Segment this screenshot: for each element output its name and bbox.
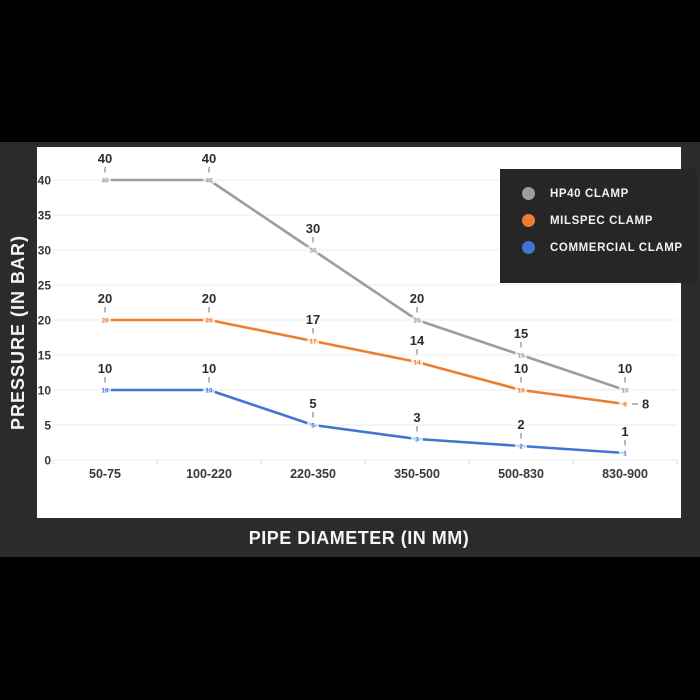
point-marker bbox=[99, 386, 111, 394]
point-marker bbox=[203, 386, 215, 394]
point-value-small: 20 bbox=[413, 317, 421, 324]
point-value-small: 40 bbox=[205, 177, 213, 184]
x-tick-label: 100-220 bbox=[186, 467, 232, 481]
point-marker bbox=[99, 316, 111, 324]
data-label: 20 bbox=[410, 291, 424, 306]
point-value-small: 10 bbox=[621, 387, 629, 394]
x-tick-label: 500-830 bbox=[498, 467, 544, 481]
y-tick-label: 40 bbox=[38, 174, 52, 188]
data-label: 40 bbox=[202, 151, 216, 166]
point-marker bbox=[515, 442, 527, 450]
data-label: 17 bbox=[306, 312, 320, 327]
point-value-small: 10 bbox=[517, 387, 525, 394]
data-label: 20 bbox=[98, 291, 112, 306]
y-tick-label: 20 bbox=[38, 314, 52, 328]
y-tick-label: 25 bbox=[38, 279, 52, 293]
legend-item-hp40: HP40 CLAMP bbox=[522, 180, 697, 207]
point-value-small: 2 bbox=[519, 443, 523, 450]
point-marker bbox=[203, 316, 215, 324]
data-label: 10 bbox=[514, 361, 528, 376]
commercial-series-dot-icon bbox=[522, 241, 535, 254]
data-label: 20 bbox=[202, 291, 216, 306]
legend-item-milspec: MILSPEC CLAMP bbox=[522, 207, 697, 234]
point-marker bbox=[411, 316, 423, 324]
y-tick-label: 35 bbox=[38, 209, 52, 223]
point-value-small: 3 bbox=[415, 436, 419, 443]
legend-label: HP40 CLAMP bbox=[550, 187, 629, 200]
point-value-small: 10 bbox=[101, 387, 109, 394]
data-label: 40 bbox=[98, 151, 112, 166]
point-value-small: 20 bbox=[101, 317, 109, 324]
data-label: 14 bbox=[410, 333, 425, 348]
point-marker bbox=[307, 421, 319, 429]
point-marker bbox=[515, 386, 527, 394]
point-marker bbox=[203, 176, 215, 184]
point-value-small: 20 bbox=[205, 317, 213, 324]
point-value-small: 14 bbox=[413, 359, 421, 366]
x-tick-label: 50-75 bbox=[89, 467, 121, 481]
series-line bbox=[103, 178, 627, 392]
point-marker bbox=[619, 400, 631, 408]
point-value-small: 17 bbox=[309, 338, 317, 345]
y-tick-label: 0 bbox=[44, 454, 51, 468]
data-label: 10 bbox=[618, 361, 632, 376]
series-line bbox=[103, 388, 627, 455]
series-line bbox=[103, 318, 627, 406]
x-tick-label: 220-350 bbox=[290, 467, 336, 481]
data-label: 3 bbox=[413, 410, 420, 425]
y-tick-label: 30 bbox=[38, 244, 52, 258]
data-label: 5 bbox=[309, 396, 316, 411]
y-tick-label: 10 bbox=[38, 384, 52, 398]
legend-label: COMMERCIAL CLAMP bbox=[550, 241, 683, 254]
point-marker bbox=[515, 351, 527, 359]
x-tick-label: 830-900 bbox=[602, 467, 648, 481]
point-marker bbox=[619, 386, 631, 394]
legend: HP40 CLAMP MILSPEC CLAMP COMMERCIAL CLAM… bbox=[500, 169, 697, 283]
point-marker bbox=[307, 246, 319, 254]
point-marker bbox=[99, 176, 111, 184]
data-label: 1 bbox=[621, 424, 628, 439]
x-tick-label: 350-500 bbox=[394, 467, 440, 481]
point-marker bbox=[411, 435, 423, 443]
legend-label: MILSPEC CLAMP bbox=[550, 214, 653, 227]
point-value-small: 40 bbox=[101, 177, 109, 184]
hp40-series-dot-icon bbox=[522, 187, 535, 200]
data-label: 15 bbox=[514, 326, 528, 341]
point-marker bbox=[307, 337, 319, 345]
point-value-small: 1 bbox=[623, 450, 627, 457]
milspec-series-dot-icon bbox=[522, 214, 535, 227]
data-label: 10 bbox=[202, 361, 216, 376]
data-label: 10 bbox=[98, 361, 112, 376]
point-value-small: 8 bbox=[623, 401, 627, 408]
y-axis-title: PRESSURE (IN BAR) bbox=[8, 235, 28, 431]
point-value-small: 30 bbox=[309, 247, 317, 254]
point-marker bbox=[619, 449, 631, 457]
point-value-small: 5 bbox=[311, 422, 315, 429]
y-tick-label: 15 bbox=[38, 349, 52, 363]
chart-panel: PRESSURE (IN BAR) 0 5 10 15 20 25 30 35 40 50-75 1… bbox=[0, 142, 700, 557]
data-label: 8 bbox=[642, 397, 649, 412]
legend-item-commercial: COMMERCIAL CLAMP bbox=[522, 234, 697, 261]
point-value-small: 15 bbox=[517, 352, 525, 359]
x-axis-title: PIPE DIAMETER (IN MM) bbox=[248, 527, 470, 548]
data-label: 30 bbox=[306, 221, 320, 236]
point-marker bbox=[411, 358, 423, 366]
point-value-small: 10 bbox=[205, 387, 213, 394]
data-label: 2 bbox=[517, 417, 524, 432]
y-tick-label: 5 bbox=[44, 419, 51, 433]
